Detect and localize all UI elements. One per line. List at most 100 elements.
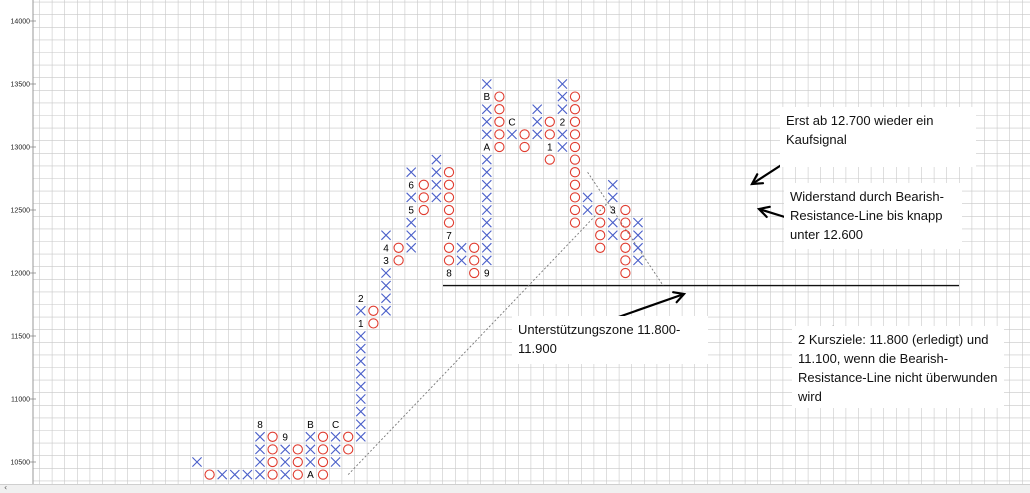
x-mark-stroke [633,255,643,266]
x-mark-stroke [355,343,366,354]
x-mark [532,116,543,127]
x-mark [431,154,442,165]
month-marker: C [332,420,339,431]
x-mark [255,457,265,467]
x-mark-stroke [330,431,341,442]
horizontal-scrollbar[interactable]: ‹ [0,483,1030,493]
x-mark-stroke [481,179,492,190]
o-mark [267,444,278,455]
month-marker: 7 [446,231,452,242]
x-mark-stroke [557,129,568,140]
month-marker: B [483,92,490,103]
x-mark-stroke [355,356,366,367]
o-mark [620,204,631,216]
x-mark [355,368,366,379]
x-mark [557,104,568,115]
x-mark-stroke [456,242,467,253]
x-mark-stroke [355,394,366,404]
o-mark [317,444,329,455]
x-mark [557,142,568,152]
o-mark [569,204,581,216]
x-mark [582,205,593,215]
x-mark [481,192,492,203]
month-marker: 4 [383,243,389,254]
x-mark-stroke [255,431,265,442]
y-tick-label: 11000 [11,397,30,404]
pnf-columns [192,79,643,480]
o-mark [317,456,329,468]
x-mark-stroke [192,457,202,467]
x-mark-stroke [355,305,366,316]
x-mark-stroke [481,154,492,165]
x-mark-stroke [305,457,316,467]
o-mark [267,456,278,468]
x-mark-stroke [406,242,417,253]
month-marker: 5 [408,206,414,217]
o-mark [469,255,480,266]
x-mark [305,431,316,442]
x-mark [481,129,492,140]
scroll-left-icon[interactable]: ‹ [4,483,8,492]
x-mark [355,419,366,430]
x-mark-stroke [582,192,593,203]
annotation-targets: 2 Kursziele: 11.800 (erledigt) und 11.10… [792,326,1004,408]
x-mark [406,230,417,241]
o-mark [343,431,354,442]
x-mark-stroke [532,129,543,140]
y-tick-label: 10500 [11,460,31,467]
x-mark [532,104,543,115]
o-mark [569,116,581,127]
x-mark [355,305,366,316]
x-mark-stroke [406,230,417,241]
o-mark [418,204,429,216]
x-mark-stroke [330,444,341,455]
x-mark [607,217,618,228]
x-mark-stroke [507,129,517,140]
o-mark [418,192,429,203]
o-mark [620,255,631,266]
o-mark [569,217,581,228]
x-mark [481,205,492,215]
x-mark [431,179,442,190]
o-mark [544,129,555,140]
o-mark [569,104,581,115]
month-marker: C [508,117,515,128]
annotation-support-zone: Unterstützungszone 11.800-11.900 [512,316,708,364]
x-mark-stroke [381,280,391,291]
o-mark [443,255,455,266]
month-marker: 1 [358,319,364,330]
x-mark-stroke [355,331,366,341]
x-mark [582,192,593,203]
o-mark [443,242,455,253]
o-mark [620,230,631,241]
o-mark [569,141,581,153]
y-tick-label: 13500 [11,82,31,89]
x-mark [305,457,316,467]
x-mark-stroke [557,104,568,115]
o-mark [469,242,480,253]
x-mark [557,91,568,102]
month-marker: 3 [383,256,389,267]
o-mark [595,230,606,241]
x-mark [431,167,442,178]
x-mark [481,179,492,190]
month-marker: 2 [560,117,566,128]
x-mark [381,280,391,291]
x-mark-stroke [280,444,291,455]
o-mark [292,456,303,468]
o-mark [519,129,530,140]
x-mark [456,255,467,266]
x-mark-stroke [431,167,442,178]
o-mark [569,91,581,102]
o-mark [519,141,530,153]
x-mark [406,217,417,228]
x-mark-stroke [633,230,643,241]
arrow-shaft [758,207,789,220]
x-mark [355,381,366,392]
month-marker: 8 [446,269,452,280]
x-mark-stroke [607,217,618,228]
o-mark [443,217,455,228]
month-marker: 8 [257,420,263,431]
